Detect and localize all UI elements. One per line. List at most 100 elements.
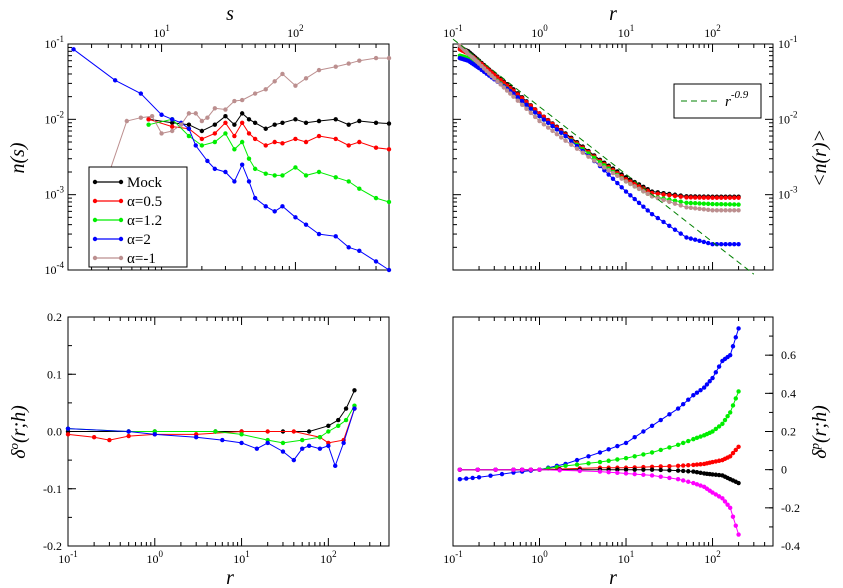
- bottom-right-ylabel-sup: p: [807, 442, 822, 450]
- top-right-series-4-point: [492, 76, 497, 81]
- bottom-right-series-1-point: [667, 445, 672, 450]
- legend-top-left: Mock α=0.5 α=1.2 α=2 α=-1: [88, 166, 188, 268]
- bottom-right-series-4-point: [698, 483, 703, 488]
- top-left-series-3-point: [193, 143, 198, 148]
- bottom-right-series-0-point: [694, 390, 700, 395]
- top-right-series-3-point: [537, 114, 542, 119]
- bottom-left-series-2-point: [280, 440, 286, 446]
- bottom-left-xtick-label-exp: -1: [70, 549, 78, 559]
- bottom-right-series-2-point: [716, 458, 722, 463]
- legend-entry-marker: [118, 236, 124, 242]
- top-left-series-0-point: [223, 114, 228, 119]
- bottom-right-series-0-point: [464, 476, 469, 481]
- top-right-xtick-top-label-exp: 1: [630, 23, 635, 33]
- bottom-right-ytick-label: 0.2: [781, 425, 796, 439]
- top-right-series-4-point: [732, 208, 737, 213]
- bottom-right-series-1-line: [459, 391, 740, 471]
- top-right-xtick-top-label-base: 10: [531, 26, 543, 40]
- top-left-series-4-point: [280, 71, 285, 77]
- bottom-left-series-0-point: [336, 417, 341, 423]
- top-right-series-4-point: [580, 150, 585, 155]
- bottom-right-series-1-point: [713, 426, 719, 432]
- bottom-left-series-2-point: [336, 423, 341, 428]
- top-left-xtick-top-label-base: 10: [153, 26, 165, 40]
- legend-entry-label: Mock: [127, 175, 162, 191]
- bottom-right-series-4-point: [623, 471, 629, 476]
- bottom-left-xtick-label: 102: [320, 549, 337, 566]
- legend-entry-marker: [118, 179, 124, 185]
- bottom-right-series-4-point: [493, 467, 498, 472]
- bottom-left-series-3-point: [326, 443, 331, 449]
- top-left-series-1-point: [252, 136, 258, 142]
- top-right-ytick-label: 10-1: [778, 34, 798, 51]
- top-left-series-2-point: [263, 171, 268, 176]
- top-left-series-0-point: [199, 128, 205, 134]
- bottom-right-series-4-point: [736, 532, 741, 537]
- bottom-right-ytick-label: -0.2: [781, 501, 800, 515]
- top-right-series-4-point: [727, 208, 733, 213]
- bottom-left-series-1-point: [65, 432, 71, 437]
- bottom-left-xtick-label-base: 10: [233, 552, 245, 566]
- top-left-series-2-point: [373, 195, 379, 201]
- top-left-xtick-top-label-exp: 1: [165, 23, 170, 33]
- bottom-right-series-2-point: [691, 462, 696, 468]
- bottom-right-series-1-point: [694, 435, 700, 441]
- bottom-right-series-0-point: [667, 412, 672, 417]
- top-right-series-1-point: [732, 195, 737, 200]
- top-left-series-1-point: [333, 136, 338, 142]
- bottom-right-series-0-point: [606, 447, 611, 452]
- top-right-series-4-point: [545, 125, 551, 130]
- top-left-series-2-point: [186, 133, 192, 139]
- top-right-series-1-point: [719, 195, 724, 200]
- bottom-right-series-2-point: [736, 444, 741, 449]
- bottom-left-series-0-point: [326, 423, 331, 428]
- top-right-xtick-top-label-exp: 0: [543, 23, 548, 33]
- bottom-right-series-4-point: [675, 477, 681, 482]
- bottom-left-series-1-point: [107, 437, 112, 443]
- top-right-series-4-point: [684, 205, 689, 210]
- top-right-series-4-point: [714, 208, 720, 213]
- top-right-series-4-point: [623, 179, 629, 184]
- bottom-right-series-1-point: [686, 438, 691, 444]
- top-right-series-4-point: [559, 135, 564, 140]
- top-left-series-1-point: [212, 131, 218, 136]
- top-left-series-4-point: [199, 118, 205, 124]
- top-left-series-4-point: [212, 106, 218, 111]
- top-left-series-4-point: [386, 55, 392, 61]
- bottom-left-series-0-point: [352, 388, 357, 393]
- top-right-series-4-point: [528, 110, 534, 116]
- top-left-series-0-point: [169, 120, 175, 125]
- top-right-series-4-point: [641, 189, 646, 194]
- top-right-series-1-point: [710, 195, 715, 200]
- top-left-series-2-point: [232, 147, 237, 152]
- top-left-series-4-point: [263, 87, 268, 92]
- top-right-series-4-point: [563, 138, 568, 143]
- bottom-left-series-3-point: [306, 443, 312, 449]
- bottom-right-series-0-point: [686, 397, 691, 402]
- bottom-right-series-3-point: [667, 468, 672, 473]
- bottom-right-series-3-point: [680, 468, 686, 474]
- top-right-series-2-point: [678, 199, 683, 204]
- top-right-series-3-point: [532, 110, 538, 115]
- top-right-ytick-label-base: 10: [778, 112, 790, 126]
- bottom-left-series-3-point: [352, 406, 357, 411]
- bottom-left-series-3-point: [280, 449, 286, 454]
- top-right-xtick-top-label: 102: [704, 23, 721, 40]
- bottom-left-series-3-point: [126, 429, 131, 434]
- legend-entry-marker: [92, 236, 98, 242]
- top-right-series-1-point: [678, 194, 683, 199]
- top-left-series-3-point: [223, 169, 228, 175]
- top-right-series-4-point: [537, 118, 542, 124]
- bottom-right-series-3-point: [658, 467, 663, 473]
- bottom-right-series-0-point: [597, 450, 603, 455]
- bottom-right-series-4-point: [680, 478, 686, 483]
- legend-entry-marker: [118, 217, 124, 223]
- top-right-series-4-point: [688, 205, 694, 210]
- top-right-series-1-point: [701, 195, 707, 200]
- top-left-series-0-point: [303, 120, 309, 125]
- top-left-series-0-point: [252, 120, 258, 125]
- bottom-right-series-4-point: [716, 494, 722, 499]
- bottom-right-series-3-point: [641, 467, 646, 472]
- top-left-ytick-label: 10-4: [45, 260, 65, 277]
- top-left-ytick-label: 10-3: [45, 185, 65, 202]
